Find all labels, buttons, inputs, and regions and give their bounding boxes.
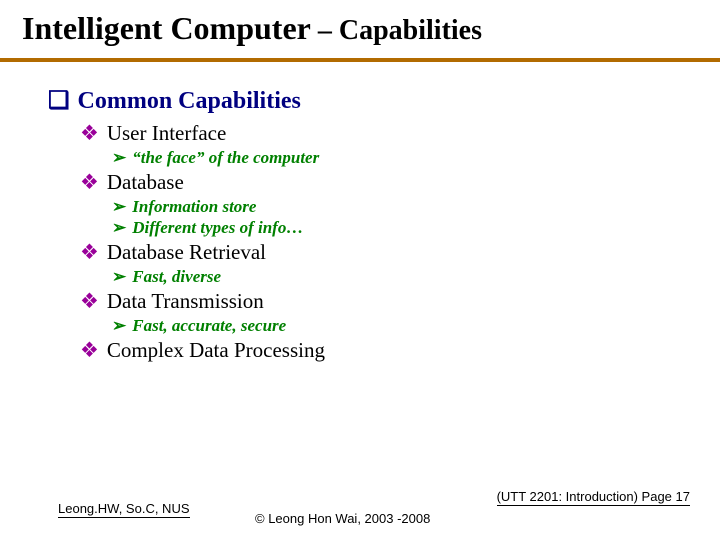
subitem: ➢ Information store (112, 197, 688, 217)
footer-copyright: © Leong Hon Wai, 2003 -2008 (255, 511, 430, 526)
subitem-label: “the face” of the computer (132, 148, 319, 167)
item-label: Data Transmission (107, 289, 264, 313)
title-main: Intelligent Computer (22, 10, 311, 46)
footer-left: Leong.HW, So.C, NUS (58, 501, 190, 518)
diamond-bullet-icon: ❖ (80, 121, 99, 145)
section-label: Common Capabilities (78, 88, 301, 114)
item-user-interface: ❖ User Interface (80, 121, 688, 146)
title-rule (0, 58, 720, 62)
section-heading: ❑ Common Capabilities (48, 86, 688, 115)
item-data-transmission: ❖ Data Transmission (80, 289, 688, 314)
slide: Intelligent Computer – Capabilities ❑ Com… (0, 0, 720, 540)
subitem-label: Information store (132, 197, 256, 216)
diamond-bullet-icon: ❖ (80, 338, 99, 362)
arrow-bullet-icon: ➢ (112, 316, 126, 335)
subitem: ➢ Fast, accurate, secure (112, 316, 688, 336)
title-sep: – (311, 15, 339, 46)
subitem: ➢ Fast, diverse (112, 267, 688, 287)
square-bullet-icon: ❑ (48, 88, 70, 114)
slide-body: ❑ Common Capabilities ❖ User Interface ➢ “t… (48, 82, 688, 365)
diamond-bullet-icon: ❖ (80, 240, 99, 264)
item-database: ❖ Database (80, 170, 688, 195)
arrow-bullet-icon: ➢ (112, 267, 126, 286)
item-label: Complex Data Processing (107, 338, 325, 362)
arrow-bullet-icon: ➢ (112, 197, 126, 216)
diamond-bullet-icon: ❖ (80, 170, 99, 194)
arrow-bullet-icon: ➢ (112, 218, 126, 237)
arrow-bullet-icon: ➢ (112, 148, 126, 167)
item-label: Database (107, 170, 184, 194)
subitem: ➢ “the face” of the computer (112, 148, 688, 168)
item-database-retrieval: ❖ Database Retrieval (80, 240, 688, 265)
subitem-label: Fast, diverse (132, 267, 221, 286)
item-complex-data-processing: ❖ Complex Data Processing (80, 338, 688, 363)
subitem-label: Fast, accurate, secure (132, 316, 286, 335)
item-label: User Interface (107, 121, 227, 145)
title-sub: Capabilities (339, 15, 482, 46)
subitem-label: Different types of info… (132, 218, 303, 237)
subitem: ➢ Different types of info… (112, 218, 688, 238)
item-label: Database Retrieval (107, 240, 266, 264)
slide-title: Intelligent Computer – Capabilities (22, 10, 482, 47)
footer-page-info: (UTT 2201: Introduction) Page 17 (497, 489, 690, 506)
diamond-bullet-icon: ❖ (80, 289, 99, 313)
